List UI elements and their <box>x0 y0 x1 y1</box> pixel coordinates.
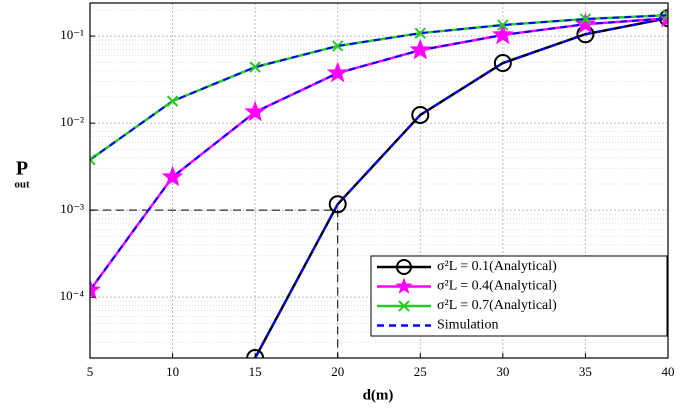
x-tick-label: 40 <box>662 364 675 379</box>
y-axis-label-sub: out <box>14 179 30 191</box>
y-tick-label: 10⁻¹ <box>60 27 84 42</box>
marker <box>409 38 432 60</box>
marker <box>326 61 349 83</box>
y-tick-label: 10⁻³ <box>60 201 84 216</box>
x-tick-label: 15 <box>249 364 262 379</box>
marker <box>90 278 101 300</box>
marker <box>493 54 512 73</box>
x-tick-label: 10 <box>166 364 179 379</box>
legend-marker <box>396 259 412 275</box>
reference-line <box>90 209 339 358</box>
legend-label: σ²L = 0.7(Analytical) <box>437 298 557 313</box>
simulation-line <box>90 14 668 161</box>
simulation-line <box>90 17 668 291</box>
marker <box>491 23 514 45</box>
marker <box>574 12 597 34</box>
y-tick-label: 10⁻⁴ <box>60 288 85 303</box>
x-tick-label: 35 <box>579 364 592 379</box>
marker <box>90 153 96 166</box>
marker <box>497 19 509 31</box>
plot-layer <box>90 3 668 358</box>
x-tick-label: 5 <box>87 364 94 379</box>
marker <box>161 165 184 187</box>
legend-label: σ²L = 0.4(Analytical) <box>437 279 557 294</box>
legend-label: Simulation <box>437 318 498 333</box>
marker <box>246 349 265 358</box>
plot-frame <box>89 2 669 359</box>
marker <box>411 105 430 124</box>
marker <box>166 95 179 107</box>
x-tick-label: 25 <box>414 364 427 379</box>
legend-marker <box>398 300 410 312</box>
marker <box>414 27 426 39</box>
marker <box>244 100 267 122</box>
legend-label: σ²L = 0.1(Analytical) <box>437 259 557 274</box>
simulation-line <box>254 17 668 358</box>
marker <box>328 195 347 214</box>
y-axis-label: P <box>16 158 28 180</box>
x-tick-label: 20 <box>331 364 344 379</box>
marker <box>579 13 592 25</box>
marker <box>662 9 668 21</box>
marker <box>249 61 261 73</box>
legend-marker <box>395 277 413 294</box>
y-tick-label: 10⁻² <box>60 114 84 129</box>
marker <box>332 40 344 52</box>
x-axis-label: d(m) <box>363 387 394 403</box>
x-tick-label: 30 <box>496 364 509 379</box>
legend-box <box>370 255 668 337</box>
